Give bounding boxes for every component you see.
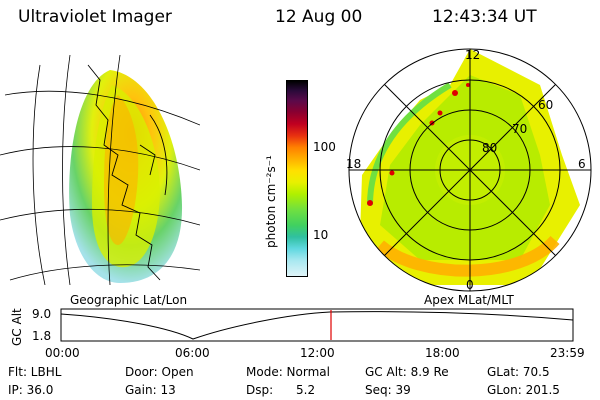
altitude-ytick-min: 1.8 bbox=[32, 329, 52, 343]
time-label: 12:43:34 UT bbox=[432, 7, 537, 27]
mlat-label-70: 70 bbox=[512, 122, 528, 136]
info-seq: Seq: 39 bbox=[365, 383, 411, 397]
mlt-label-18: 18 bbox=[346, 157, 362, 171]
colorbar-tick-10: 10 bbox=[313, 228, 329, 242]
info-gain: Gain: 13 bbox=[125, 383, 176, 397]
polar-plot bbox=[348, 48, 592, 292]
mlat-label-80: 80 bbox=[482, 141, 498, 155]
altitude-xtick-3: 18:00 bbox=[425, 346, 460, 360]
mlt-label-12: 12 bbox=[465, 48, 481, 62]
altitude-plot bbox=[60, 308, 574, 342]
colorbar-unit: photon cm⁻²s⁻¹ bbox=[264, 155, 278, 248]
instrument-title: Ultraviolet Imager bbox=[18, 7, 172, 27]
colorbar-tick-100: 100 bbox=[313, 140, 336, 154]
info-door: Door: Open bbox=[125, 365, 194, 379]
geographic-image bbox=[0, 54, 200, 285]
colorbar bbox=[286, 80, 308, 277]
altitude-xtick-0: 00:00 bbox=[45, 346, 80, 360]
info-glat: GLat: 70.5 bbox=[487, 365, 550, 379]
info-dsp: Dsp: 5.2 bbox=[246, 383, 316, 397]
info-gcalt: GC Alt: 8.9 Re bbox=[365, 365, 449, 379]
mlat-label-60: 60 bbox=[538, 98, 554, 112]
info-ip: IP: 36.0 bbox=[8, 383, 54, 397]
info-mode: Mode: Normal bbox=[246, 365, 330, 379]
altitude-ytick-max: 9.0 bbox=[32, 307, 52, 321]
info-glon: GLon: 201.5 bbox=[487, 383, 560, 397]
info-flt: Flt: LBHL bbox=[8, 365, 62, 379]
left-panel-label: Geographic Lat/Lon bbox=[70, 293, 188, 307]
mlt-label-6: 6 bbox=[578, 157, 586, 171]
altitude-xtick-2: 12:00 bbox=[300, 346, 335, 360]
mlt-label-0: 0 bbox=[466, 278, 474, 292]
altitude-ylabel: GC Alt bbox=[10, 308, 24, 346]
date-label: 12 Aug 00 bbox=[275, 7, 363, 27]
altitude-xtick-4: 23:59 bbox=[550, 346, 585, 360]
right-panel-label: Apex MLat/MLT bbox=[424, 293, 514, 307]
altitude-xtick-1: 06:00 bbox=[175, 346, 210, 360]
